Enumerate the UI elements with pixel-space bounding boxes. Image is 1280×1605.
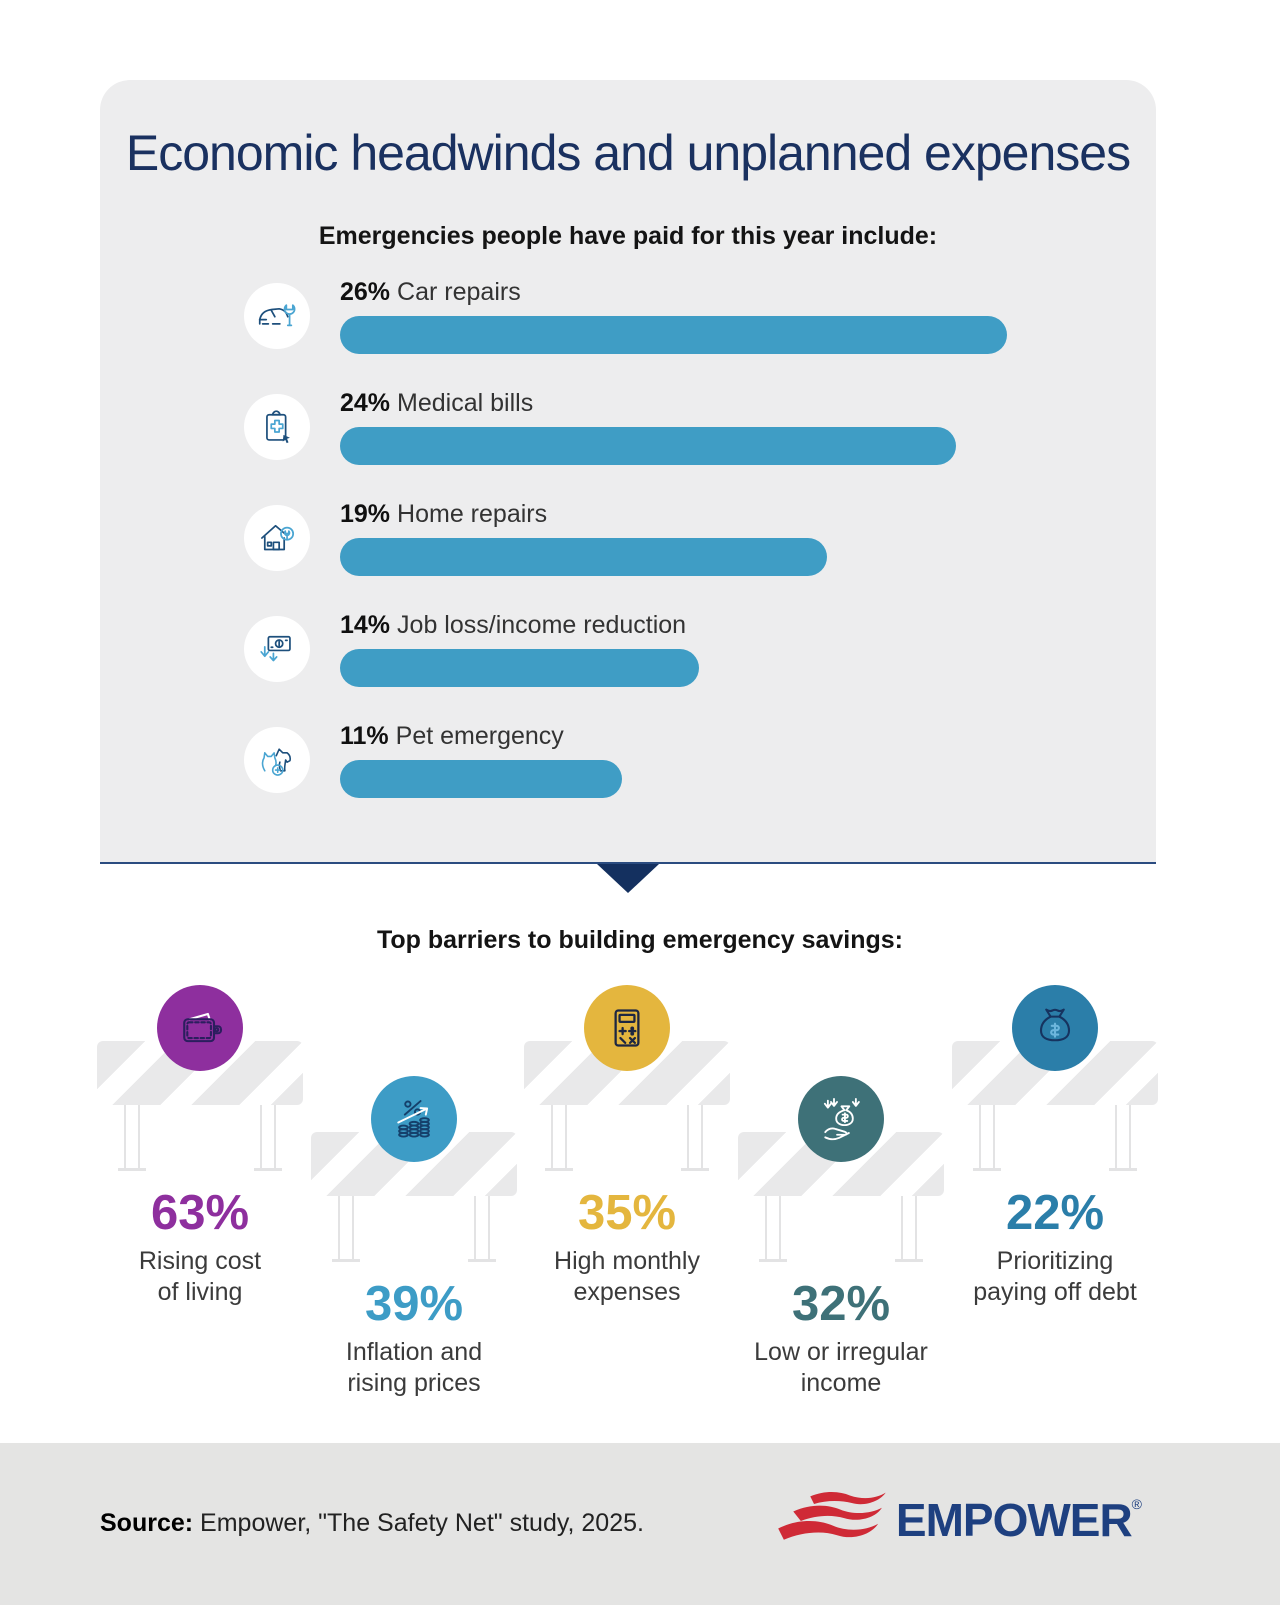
barrier-leg [1109, 1105, 1137, 1171]
barrier-label: Inflation and rising prices [299, 1337, 529, 1399]
barrier-label-line: expenses [573, 1278, 681, 1306]
barrier-legs [118, 1105, 282, 1171]
source-text: Empower, "The Safety Net" study, 2025. [200, 1509, 644, 1537]
empower-logo: EMPOWER ® [772, 1487, 1142, 1553]
medical-bills-icon [244, 394, 310, 460]
emergency-label: 11% Pet emergency [340, 722, 622, 751]
job-loss-icon [244, 616, 310, 682]
emergency-label: 19% Home repairs [340, 500, 827, 529]
barrier-leg [118, 1105, 146, 1171]
wallet-icon [157, 985, 243, 1071]
barrier-percent: 39% [364, 1277, 464, 1331]
emergency-row: 19% Home repairs [244, 500, 1116, 576]
footer: Source: Empower, "The Safety Net" study,… [0, 1443, 1280, 1605]
percent-up-icon [371, 1076, 457, 1162]
emergency-row: 14% Job loss/income reduction [244, 611, 1116, 687]
emergency-bar [340, 538, 827, 576]
barrier-leg [545, 1105, 573, 1171]
barrier-label-line: Low or irregular [754, 1338, 928, 1366]
barrier-legs [545, 1105, 709, 1171]
barrier-item: 22% Prioritizing paying off debt [940, 985, 1170, 1308]
emergencies-bar-list: 26% Car repairs 24% Medical bills 19% Home … [244, 278, 1116, 833]
arrow-down-icon [597, 864, 659, 893]
emergency-row: 24% Medical bills [244, 389, 1116, 465]
emergency-row: 26% Car repairs [244, 278, 1116, 354]
barrier-percent: 22% [1005, 1186, 1105, 1240]
emergency-text: Medical bills [397, 389, 534, 417]
emergency-text: Pet emergency [395, 722, 564, 750]
barrier-leg [468, 1196, 496, 1262]
barrier-label: Rising cost of living [85, 1246, 315, 1308]
barrier-percent: 35% [577, 1186, 677, 1240]
barrier-leg [332, 1196, 360, 1262]
emergency-text: Car repairs [397, 278, 521, 306]
source-label: Source: [100, 1509, 194, 1537]
registered-mark: ® [1131, 1496, 1142, 1512]
hand-moneybag-icon [798, 1076, 884, 1162]
emergency-bar [340, 760, 622, 798]
barrier-percent: 32% [791, 1277, 891, 1331]
emergency-percent: 24% [340, 389, 391, 417]
barrier-label-line: High monthly [554, 1247, 700, 1275]
emergency-text: Home repairs [397, 500, 548, 528]
barrier-leg [895, 1196, 923, 1262]
barrier-label-line: of living [157, 1278, 243, 1306]
empower-waves-icon [778, 1492, 886, 1540]
emergency-percent: 26% [340, 278, 391, 306]
emergency-bar [340, 316, 1007, 354]
emergency-bar [340, 427, 956, 465]
barrier-item: 63% Rising cost of living [85, 985, 315, 1308]
barrier-label: High monthly expenses [512, 1246, 742, 1308]
barrier-leg [254, 1105, 282, 1171]
barrier-legs [332, 1196, 496, 1262]
barrier-label-line: Prioritizing [996, 1247, 1114, 1275]
barrier-legs [973, 1105, 1137, 1171]
page-title: Economic headwinds and unplanned expense… [125, 125, 1131, 181]
barrier-label: Prioritizing paying off debt [940, 1246, 1170, 1308]
barrier-legs [759, 1196, 923, 1262]
emergency-percent: 14% [340, 611, 391, 639]
pet-emergency-icon [244, 727, 310, 793]
emergency-label: 24% Medical bills [340, 389, 956, 418]
emergency-percent: 19% [340, 500, 391, 528]
calculator-icon [584, 985, 670, 1071]
emergency-row: 11% Pet emergency [244, 722, 1116, 798]
barrier-label-line: income [800, 1369, 882, 1397]
emergency-label: 26% Car repairs [340, 278, 1007, 307]
barrier-item: 35% High monthly expenses [512, 985, 742, 1308]
home-repairs-icon [244, 505, 310, 571]
barrier-item: 32% Low or irregular income [726, 1076, 956, 1399]
barrier-label: Low or irregular income [726, 1337, 956, 1399]
barrier-label-line: rising prices [347, 1369, 481, 1397]
emergency-bar [340, 649, 699, 687]
barrier-leg [973, 1105, 1001, 1171]
barrier-leg [681, 1105, 709, 1171]
emergency-percent: 11% [340, 722, 389, 750]
emergencies-heading: Emergencies people have paid for this ye… [318, 222, 938, 250]
moneybag-icon [1012, 985, 1098, 1071]
barrier-label-line: Inflation and [345, 1338, 483, 1366]
barrier-item: 39% Inflation and rising prices [299, 1076, 529, 1399]
barriers-heading: Top barriers to building emergency savin… [376, 926, 904, 954]
emergency-text: Job loss/income reduction [397, 611, 687, 639]
barrier-label-line: paying off debt [973, 1278, 1137, 1306]
barrier-label-line: Rising cost [138, 1247, 262, 1275]
barrier-leg [759, 1196, 787, 1262]
car-repair-icon [244, 283, 310, 349]
barrier-percent: 63% [150, 1186, 250, 1240]
emergencies-card: Economic headwinds and unplanned expense… [100, 80, 1156, 864]
emergency-label: 14% Job loss/income reduction [340, 611, 699, 640]
source-note: Source: Empower, "The Safety Net" study,… [100, 1509, 644, 1538]
empower-logo-text: EMPOWER [895, 1494, 1133, 1546]
